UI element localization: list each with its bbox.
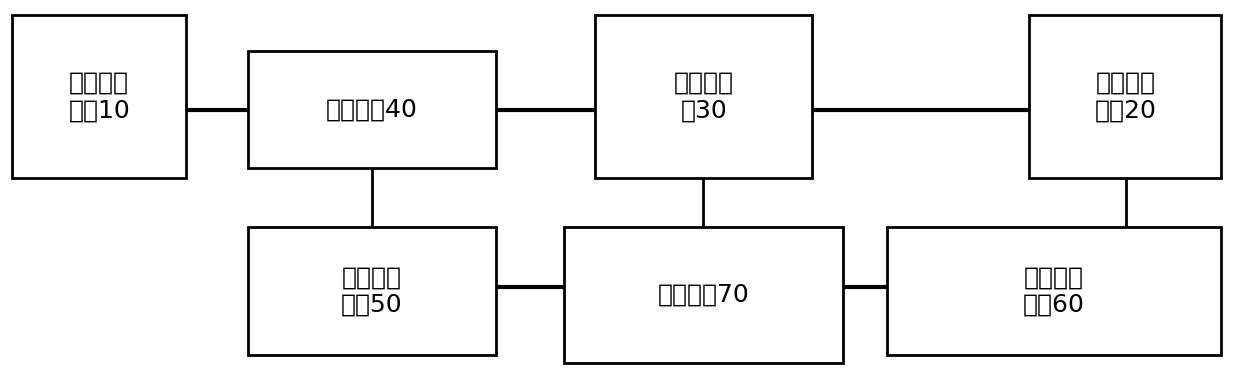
FancyBboxPatch shape bbox=[564, 227, 843, 363]
Text: 输出检测
模块60: 输出检测 模块60 bbox=[1023, 265, 1085, 317]
FancyBboxPatch shape bbox=[1029, 15, 1221, 178]
Text: 光纤放大
器30: 光纤放大 器30 bbox=[673, 70, 734, 122]
Text: 单模光纤40: 单模光纤40 bbox=[326, 98, 418, 122]
Text: 控制模块70: 控制模块70 bbox=[658, 283, 749, 307]
Text: 光信号输
入端10: 光信号输 入端10 bbox=[68, 70, 130, 122]
Text: 光信号输
出端20: 光信号输 出端20 bbox=[1095, 70, 1156, 122]
FancyBboxPatch shape bbox=[887, 227, 1221, 355]
FancyBboxPatch shape bbox=[12, 15, 186, 178]
FancyBboxPatch shape bbox=[595, 15, 812, 178]
FancyBboxPatch shape bbox=[248, 227, 496, 355]
Text: 输入检测
模块50: 输入检测 模块50 bbox=[341, 265, 403, 317]
FancyBboxPatch shape bbox=[248, 51, 496, 168]
